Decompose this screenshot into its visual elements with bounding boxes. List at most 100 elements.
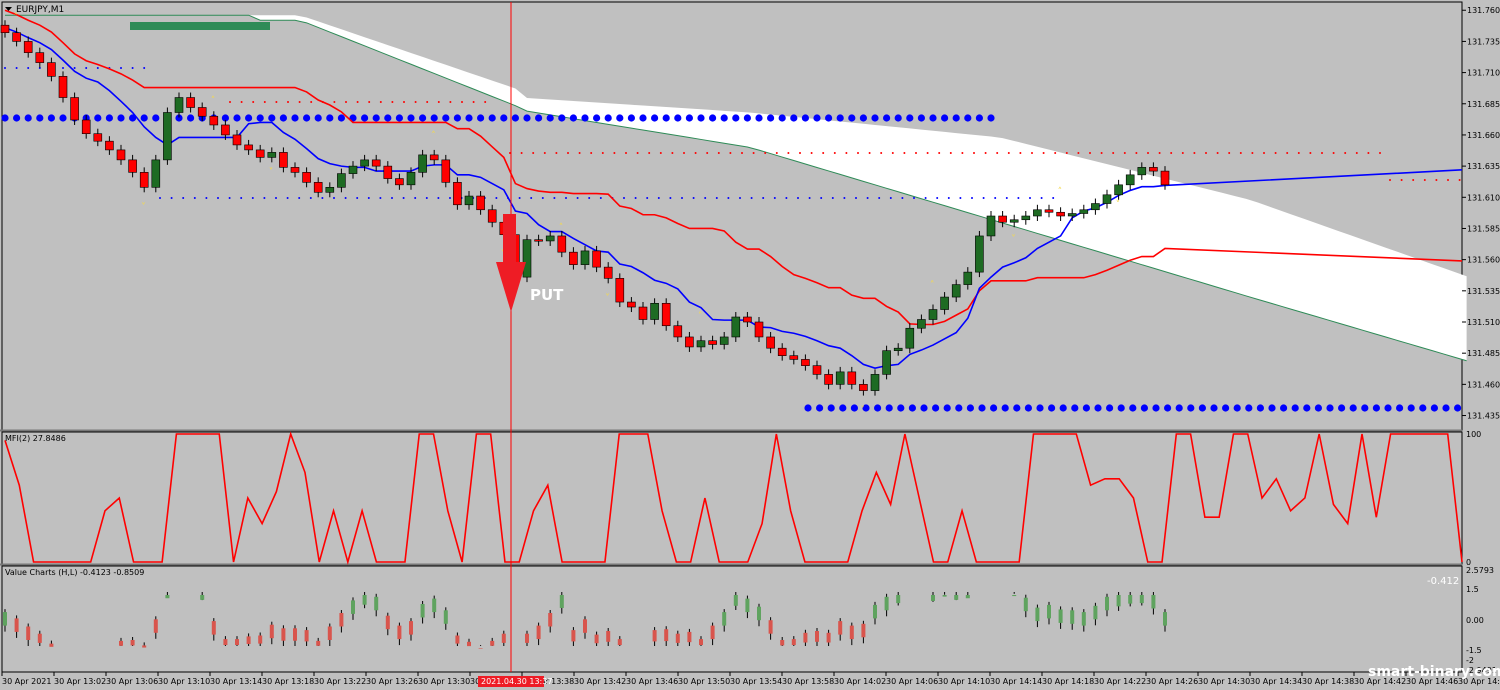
level-dot [117, 114, 125, 122]
candle [627, 297, 636, 313]
level-dot [850, 404, 859, 412]
symbol-dropdown-icon[interactable] [5, 7, 12, 11]
level-small-dot [750, 197, 753, 199]
level-small-dot [1123, 152, 1126, 154]
level-dot [943, 404, 951, 412]
level-dot [813, 114, 821, 122]
level-dot [361, 114, 369, 122]
time-axis: 30 Apr 2021 30 Apr 13:02 30 Apr 13:06 30 Ap… [1, 672, 1500, 687]
value-chart-bar [1151, 592, 1156, 615]
value-chart-bar [803, 629, 808, 646]
mfi-panel[interactable] [1, 431, 1463, 565]
up-arrow-marker-icon: ˄ [14, 12, 19, 22]
value-chart-bar [432, 595, 437, 619]
level-dot [47, 114, 56, 122]
time-tick-label: 30 Apr 13:58 [782, 677, 834, 686]
value-charts-tick-label: 1.5 [1466, 585, 1479, 594]
time-tick-label: 30 Apr 14:06 [886, 677, 938, 686]
level-dot [291, 114, 299, 122]
level-small-dot [1367, 152, 1370, 154]
value-charts-panel[interactable] [1, 565, 1463, 673]
candle [986, 211, 996, 241]
level-small-dot [170, 197, 173, 199]
level-dot [1442, 404, 1450, 412]
level-dot [187, 114, 195, 122]
level-dot [384, 114, 392, 122]
level-small-dot [739, 197, 741, 199]
time-tick-label: 30 Apr 13:50 [678, 677, 730, 686]
time-tick-label: 30 Apr 14:22 [1094, 677, 1146, 686]
level-small-dot [671, 152, 674, 154]
level-dot [952, 114, 960, 122]
candle [337, 168, 346, 193]
time-tick-label: 30 Apr 14:10 [938, 677, 990, 686]
level-small-dot [764, 152, 767, 154]
value-chart-bar [130, 637, 135, 646]
time-tick-label: 30 Apr 14:18 [1042, 677, 1094, 686]
level-small-dot [251, 197, 254, 199]
level-small-dot [1412, 179, 1415, 181]
level-dot [1396, 404, 1404, 412]
level-dot [1407, 404, 1415, 412]
price-tick-label: 131.635 [1467, 162, 1500, 171]
value-chart-bar [873, 601, 877, 625]
level-dot [1129, 404, 1137, 412]
value-chart-bar [409, 618, 413, 641]
candle [70, 92, 79, 125]
value-chart-bar [211, 618, 216, 641]
price-tick-label: 131.710 [1467, 69, 1500, 78]
level-small-dot [762, 197, 765, 199]
level-small-dot [657, 197, 660, 199]
value-chart-bar [675, 630, 680, 646]
level-dot [1164, 404, 1172, 412]
level-small-dot [1147, 152, 1149, 154]
level-small-dot [889, 197, 892, 199]
candle [487, 204, 497, 228]
value-chart-bar [443, 607, 448, 630]
level-small-dot [857, 152, 859, 154]
level-small-dot [741, 152, 743, 154]
level-small-dot [472, 101, 475, 103]
value-chart-bar [931, 592, 935, 602]
candle [1033, 204, 1042, 221]
candle [139, 167, 149, 193]
up-arrow-marker-icon: ˄ [211, 96, 216, 106]
value-chart-bar [733, 592, 738, 610]
time-tick-label: 30 Apr 13:30 [418, 677, 470, 686]
value-chart-bar [153, 616, 158, 639]
value-chart-bar [339, 610, 344, 633]
level-small-dot [461, 101, 463, 103]
level-small-dot [1447, 179, 1449, 181]
level-small-dot [706, 152, 709, 154]
value-chart-bar [269, 621, 274, 645]
time-tick-label: 30 Apr 14:38 [1302, 677, 1354, 686]
down-arrow-marker-icon: ˅ [141, 202, 146, 212]
value-chart-bar [757, 603, 761, 627]
value-chart-bar [768, 617, 773, 640]
level-small-dot [1052, 197, 1055, 199]
level-small-dot [1042, 152, 1045, 154]
level-dot [1094, 404, 1102, 412]
level-small-dot [205, 197, 208, 199]
level-small-dot [449, 197, 451, 199]
level-dot [862, 404, 870, 412]
level-dot [836, 114, 844, 122]
value-charts-tick-label: 0.00 [1466, 616, 1484, 625]
candle [534, 234, 543, 246]
value-chart-bar [455, 632, 460, 646]
candle [476, 191, 485, 215]
level-small-dot [1005, 197, 1008, 199]
level-dot [917, 114, 926, 122]
level-small-dot [4, 67, 6, 69]
level-small-dot [356, 197, 359, 199]
level-small-dot [553, 197, 556, 199]
level-dot [1314, 404, 1322, 412]
value-chart-bar [1023, 594, 1028, 618]
level-small-dot [623, 197, 625, 199]
value-chart-bar [965, 592, 970, 599]
candle [35, 47, 45, 68]
level-dot [175, 114, 183, 122]
level-small-dot [345, 101, 347, 103]
candle [557, 230, 567, 258]
